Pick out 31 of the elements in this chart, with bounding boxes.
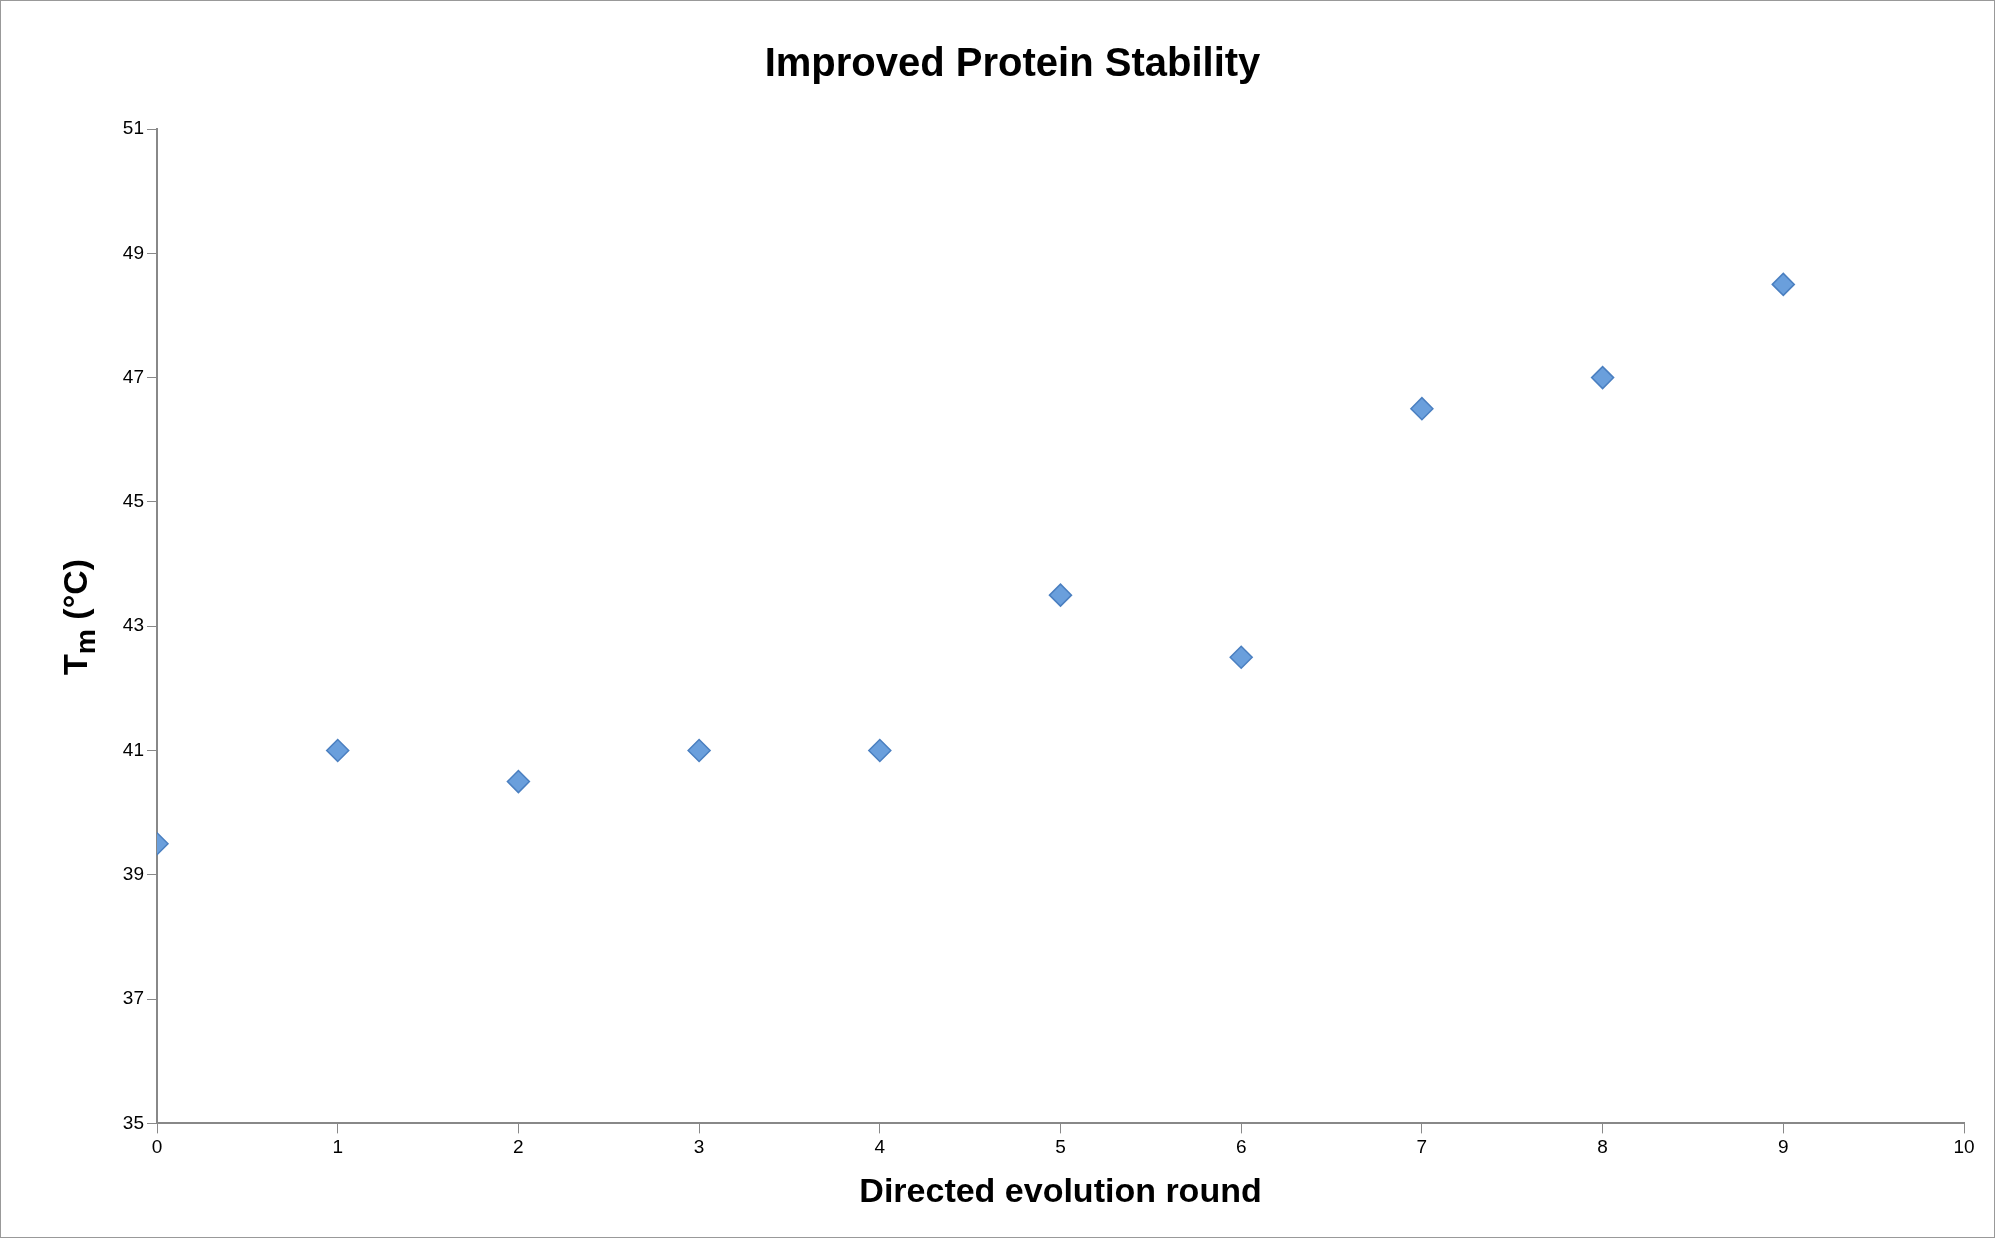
x-tick-label: 1 xyxy=(332,1136,343,1158)
point xyxy=(1410,396,1434,421)
point xyxy=(1590,365,1615,390)
x-tick-label: 3 xyxy=(693,1136,705,1158)
y-tick-label: 43 xyxy=(122,614,144,636)
x-tick-label: 2 xyxy=(513,1136,524,1158)
x-tick-label: 9 xyxy=(1778,1136,1789,1158)
x-tick-label: 4 xyxy=(874,1136,886,1158)
y-tick-label: 49 xyxy=(122,241,144,263)
y-tick-label: 41 xyxy=(122,738,144,760)
point xyxy=(1229,645,1253,670)
x-tick-label: 0 xyxy=(151,1136,163,1158)
x-tick-label: 7 xyxy=(1416,1136,1428,1158)
point xyxy=(687,738,711,763)
x-axis-title: Directed evolution round xyxy=(859,1170,1262,1209)
x-tick-label: 6 xyxy=(1235,1136,1247,1158)
x-tick-label: 10 xyxy=(1953,1136,1975,1158)
y-tick-label: 47 xyxy=(122,365,144,387)
y-tick-label: 39 xyxy=(122,863,144,885)
point xyxy=(1048,583,1073,607)
y-tick-label: 37 xyxy=(122,987,144,1009)
y-tick-label: 35 xyxy=(122,1111,144,1133)
chart-title: Improved Protein Stability xyxy=(764,40,1262,85)
y-tick-label: 51 xyxy=(122,117,144,139)
point xyxy=(506,769,531,794)
point xyxy=(1771,272,1796,297)
x-tick-label: 8 xyxy=(1597,1136,1608,1158)
point xyxy=(868,738,892,763)
point xyxy=(325,738,350,763)
y-tick-label: 45 xyxy=(122,490,144,512)
x-tick-label: 5 xyxy=(1055,1136,1066,1158)
